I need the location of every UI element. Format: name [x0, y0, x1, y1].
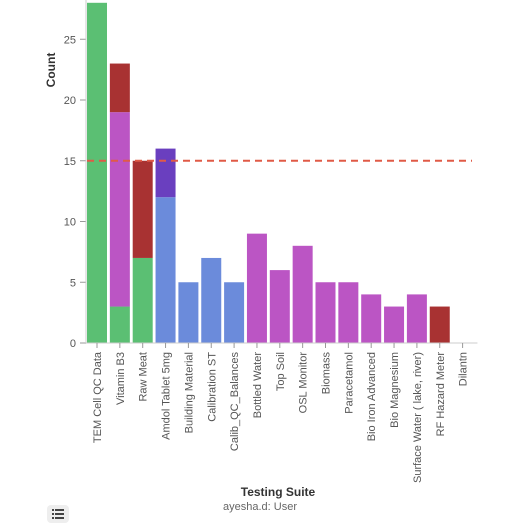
bar-segment[interactable]	[384, 306, 405, 343]
x-tick-label: Building Material	[183, 352, 195, 433]
bar-segment[interactable]	[338, 282, 359, 343]
y-tick-label: 20	[64, 95, 76, 107]
x-tick-label: Vitamin B3	[115, 352, 127, 405]
bar-segment[interactable]	[132, 257, 153, 343]
bar-segment[interactable]	[178, 282, 199, 343]
bar-segment[interactable]	[315, 282, 336, 343]
bar-segment[interactable]	[429, 306, 450, 343]
x-tick-label: OSL Monitor	[298, 352, 310, 414]
y-axis-title: Count	[44, 53, 58, 88]
y-axis: 0 5 10 15 20 25	[64, 0, 87, 350]
bar-segment[interactable]	[109, 306, 130, 343]
x-tick-label: TEM Cell QC Data	[92, 351, 104, 443]
bar-segment[interactable]	[292, 245, 313, 343]
bar-segment[interactable]	[109, 63, 130, 113]
list-icon	[52, 509, 64, 519]
x-tick-label: Bottled Water	[252, 352, 264, 419]
x-tick-label: RF Hazard Meter	[435, 352, 447, 437]
x-tick-label: Calib_QC_Balances	[229, 352, 241, 452]
y-tick-label: 0	[70, 338, 76, 350]
x-tick-label: Dilantn	[458, 352, 470, 386]
bar-segment[interactable]	[87, 2, 107, 344]
x-tick-label: Surface Water ( lake, river)	[412, 352, 424, 483]
x-tick-label: Raw Meat	[138, 352, 150, 402]
bar-segment[interactable]	[155, 148, 176, 198]
bars-group	[87, 2, 450, 344]
y-tick-label: 10	[64, 217, 76, 229]
bar-segment[interactable]	[155, 197, 176, 343]
current-user-label: ayesha.d: User	[223, 501, 297, 513]
x-tick-label: Paracetamol	[343, 352, 355, 414]
x-tick-label: Amdol Tablet 5mg	[161, 352, 173, 440]
bar-segment[interactable]	[269, 270, 290, 343]
y-tick-label: 15	[64, 156, 76, 168]
x-tick-label: Calibration ST	[206, 352, 218, 422]
y-tick-label: 25	[64, 34, 76, 46]
bar-segment[interactable]	[246, 233, 267, 343]
x-tick-label: Biomass	[321, 352, 333, 395]
x-tick-label: Top Soil	[275, 352, 287, 391]
x-axis-title: Testing Suite	[241, 485, 316, 499]
bar-segment[interactable]	[201, 257, 222, 343]
bar-segment[interactable]	[361, 294, 382, 343]
x-axis: TEM Cell QC Data Vitamin B3 Raw Meat Amdol …	[86, 342, 478, 483]
bar-segment[interactable]	[224, 282, 245, 343]
bar-segment[interactable]	[406, 294, 427, 343]
x-tick-label: Bio Magnesium	[389, 352, 401, 428]
bar-segment[interactable]	[132, 160, 153, 258]
list-view-button[interactable]	[47, 505, 69, 523]
y-tick-label: 5	[70, 277, 76, 289]
x-tick-label: Bio Iron Advanced	[366, 352, 378, 441]
bar-segment[interactable]	[109, 112, 130, 307]
